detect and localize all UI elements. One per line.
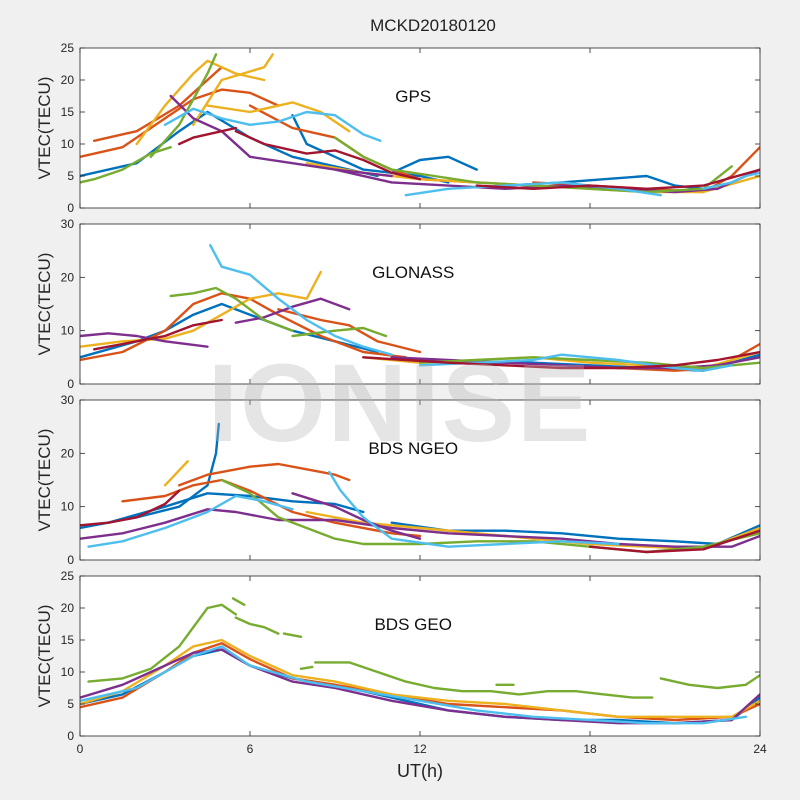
y-tick-label: 25 — [61, 41, 75, 55]
series-line-7 — [659, 674, 760, 690]
y-tick-label: 25 — [61, 569, 75, 583]
series-group — [80, 422, 760, 554]
y-tick-label: 30 — [61, 217, 75, 231]
y-axis-label: VTEC(TECU) — [35, 253, 54, 356]
y-axis-label: VTEC(TECU) — [35, 429, 54, 532]
plot-area — [80, 576, 760, 736]
series-line-14 — [588, 529, 760, 554]
panels: 0 5 10 15 20 25 VTEC(TECU) GPS 0 10 20 30 VTEC(TECU)… — [35, 41, 767, 756]
series-group — [80, 244, 760, 372]
y-tick-label: 10 — [61, 137, 75, 151]
series-line-13 — [209, 244, 393, 356]
panel-0: 0 5 10 15 20 25 VTEC(TECU) GPS — [35, 41, 761, 215]
series-line-1 — [107, 492, 365, 524]
x-axis-label: UT(h) — [397, 761, 443, 781]
x-tick-label: 0 — [77, 742, 84, 756]
x-tick-label: 12 — [413, 742, 427, 756]
x-tick-label: 6 — [247, 742, 254, 756]
y-tick-label: 5 — [67, 169, 74, 183]
series-line-18 — [404, 181, 662, 197]
series-line-15 — [149, 53, 218, 158]
series-line-12 — [328, 470, 620, 548]
series-line-2 — [390, 155, 478, 174]
x-tick-label: 18 — [583, 742, 597, 756]
series-line-5 — [299, 665, 314, 670]
series-line-3 — [231, 597, 246, 606]
series-line-1 — [234, 616, 280, 635]
series-line-10 — [80, 638, 760, 718]
y-tick-label: 20 — [61, 601, 75, 615]
x-tick-label: 24 — [753, 742, 767, 756]
series-line-3 — [277, 308, 422, 354]
y-tick-label: 10 — [61, 665, 75, 679]
series-line-16 — [362, 350, 760, 370]
y-tick-label: 20 — [61, 270, 75, 284]
series-line-8 — [291, 492, 422, 540]
y-tick-label: 0 — [67, 729, 74, 743]
series-line-11 — [291, 326, 388, 338]
series-line-21 — [234, 130, 422, 181]
panel-2: 0 10 20 30 VTEC(TECU) BDS NGEO — [35, 393, 761, 567]
series-line-15 — [93, 318, 223, 351]
panel-label: GLONASS — [372, 263, 454, 282]
panel-label: BDS GEO — [374, 615, 451, 634]
y-tick-label: 0 — [67, 553, 74, 567]
y-tick-label: 15 — [61, 105, 75, 119]
panel-label: BDS NGEO — [368, 439, 458, 458]
figure-title: MCKD20180120 — [370, 16, 496, 35]
series-line-8 — [80, 332, 209, 348]
series-line-0 — [80, 302, 379, 359]
panel-label: GPS — [395, 87, 431, 106]
series-line-17 — [163, 107, 382, 142]
series-line-12 — [80, 645, 747, 725]
series-line-10 — [192, 53, 274, 126]
series-line-20 — [178, 126, 237, 146]
y-tick-label: 30 — [61, 393, 75, 407]
series-line-4 — [178, 462, 351, 487]
y-axis-label: VTEC(TECU) — [35, 77, 54, 180]
panel-3: 0 5 10 15 20 25 0 6 12 18 24 VTEC(TECU) BDS GEO — [35, 569, 767, 756]
series-line-11 — [87, 494, 294, 548]
series-line-9 — [503, 534, 760, 548]
panel-1: 0 10 20 30 VTEC(TECU) GLONASS — [35, 217, 761, 391]
series-line-12 — [418, 356, 760, 370]
y-tick-label: 20 — [61, 73, 75, 87]
series-line-9 — [80, 642, 760, 722]
series-line-7 — [234, 297, 351, 324]
series-line-5 — [163, 460, 189, 487]
series-line-14 — [418, 353, 733, 372]
y-tick-label: 10 — [61, 324, 75, 338]
y-axis-label: VTEC(TECU) — [35, 605, 54, 708]
series-line-13 — [80, 489, 181, 527]
series-line-2 — [80, 292, 407, 362]
series-line-9 — [206, 101, 351, 133]
y-tick-label: 5 — [67, 697, 74, 711]
series-line-0 — [87, 603, 237, 683]
series-line-22 — [475, 168, 760, 190]
series-line-7 — [80, 508, 507, 540]
y-tick-label: 10 — [61, 500, 75, 514]
series-line-3 — [121, 478, 422, 538]
y-tick-label: 15 — [61, 633, 75, 647]
series-line-10 — [169, 286, 294, 332]
series-line-4 — [314, 661, 654, 699]
y-tick-label: 0 — [67, 377, 74, 391]
series-line-2 — [282, 632, 303, 638]
series-line-16 — [333, 136, 733, 194]
series-line-14 — [80, 146, 172, 184]
y-tick-label: 20 — [61, 446, 75, 460]
series-group — [80, 53, 760, 197]
series-line-19 — [702, 171, 760, 190]
series-group — [80, 597, 760, 725]
y-tick-label: 0 — [67, 201, 74, 215]
series-line-1 — [291, 114, 450, 184]
